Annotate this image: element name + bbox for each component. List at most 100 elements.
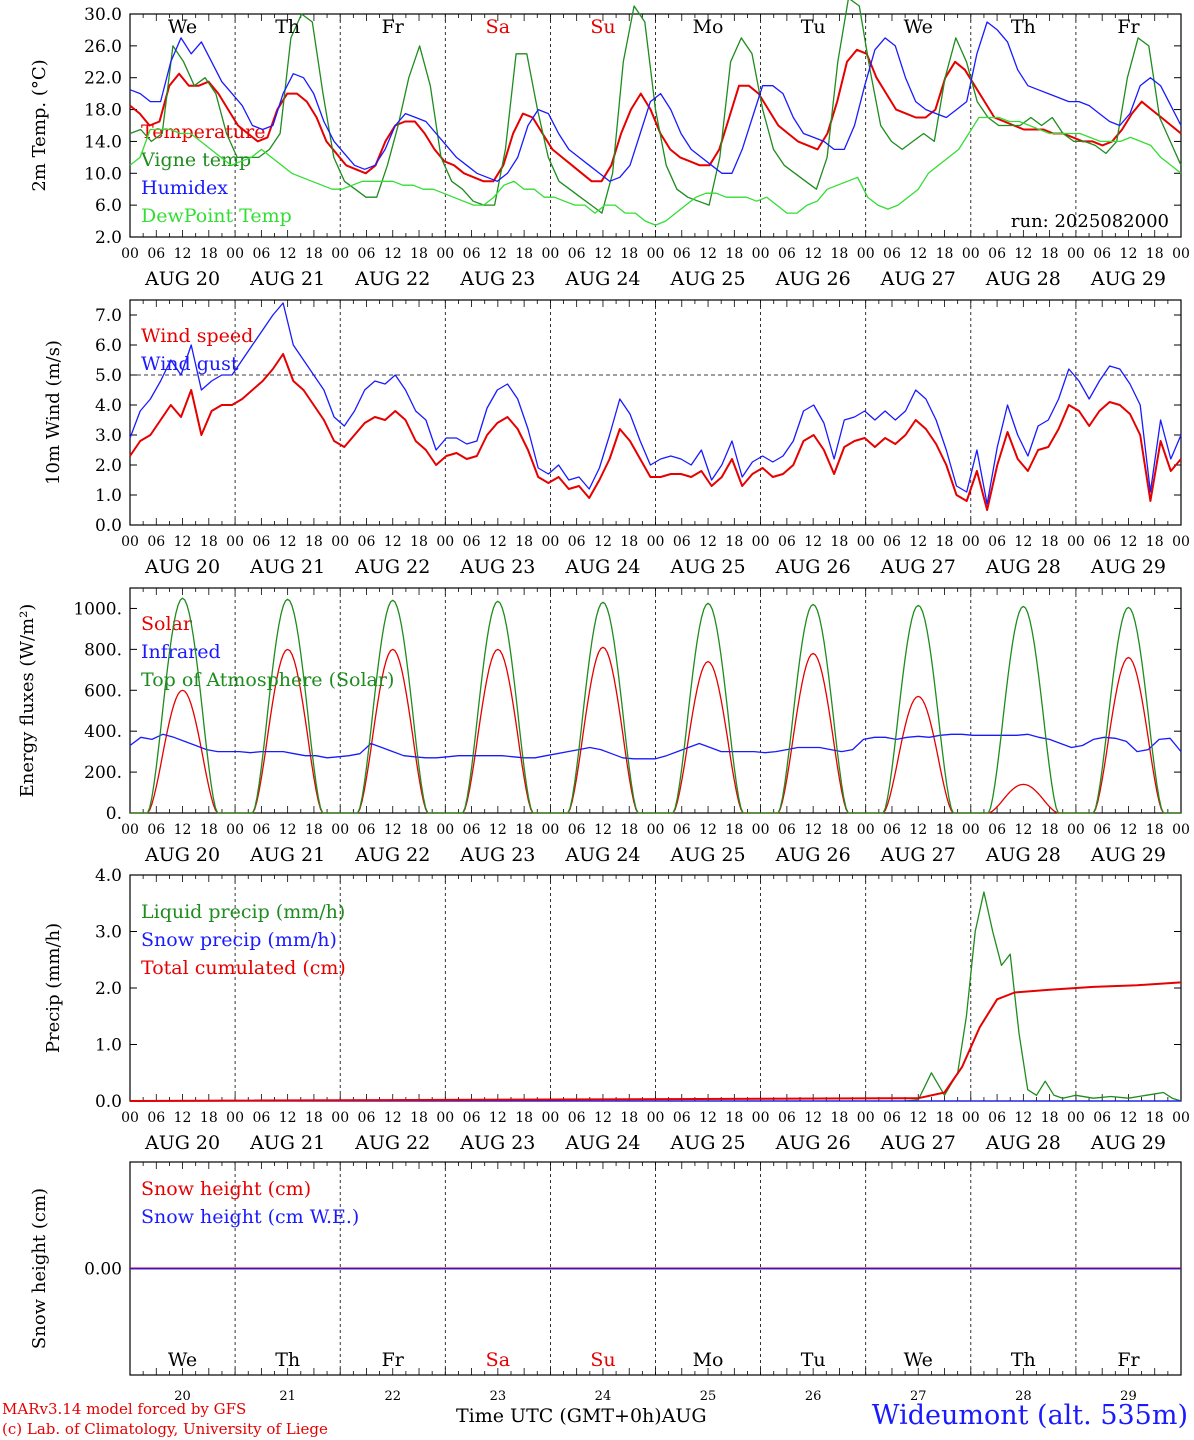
precip-hour-label: 00 xyxy=(121,1110,139,1126)
temp-hour-label: 00 xyxy=(1172,246,1190,262)
wind-hour-label: 00 xyxy=(1067,534,1085,550)
precip-date-label: AUG 22 xyxy=(354,1132,430,1154)
temp-date-label: AUG 28 xyxy=(985,268,1061,290)
run-label: run: 2025082000 xyxy=(1011,211,1169,232)
station-name: Wideumont (alt. 535m) xyxy=(871,1400,1188,1431)
precip-hour-label: 00 xyxy=(331,1110,349,1126)
wind-hour-label: 00 xyxy=(1172,534,1190,550)
precip-hour-label: 00 xyxy=(857,1110,875,1126)
temp-hour-label: 06 xyxy=(778,246,796,262)
temp-y-axis-label: 2m Temp. (°C) xyxy=(29,59,50,191)
precip-date-label: AUG 27 xyxy=(880,1132,956,1154)
energy-hour-label: 00 xyxy=(226,822,244,838)
energy-hour-label: 06 xyxy=(883,822,901,838)
energy-date-label: AUG 21 xyxy=(249,844,325,866)
snow-day-number: 20 xyxy=(174,1389,191,1404)
precip-legend-entry: Total cumulated (cm) xyxy=(141,957,346,979)
energy-date-label: AUG 27 xyxy=(880,844,956,866)
wind-series-wind-gust xyxy=(129,302,1182,505)
wind-hour-label: 12 xyxy=(174,534,192,550)
temp-hour-label: 00 xyxy=(752,246,770,262)
temp-day-abbrev: Fr xyxy=(382,16,405,38)
energy-hour-label: 18 xyxy=(515,822,533,838)
energy-date-label: AUG 26 xyxy=(775,844,851,866)
wind-date-label: AUG 22 xyxy=(354,556,430,578)
temp-date-label: AUG 22 xyxy=(354,268,430,290)
temp-series-dewpoint-temp xyxy=(129,116,1182,226)
precip-hour-label: 12 xyxy=(804,1110,822,1126)
temp-y-tick-label: 26.0 xyxy=(84,37,122,57)
energy-hour-label: 00 xyxy=(1067,822,1085,838)
temp-hour-label: 18 xyxy=(515,246,533,262)
precip-hour-label: 18 xyxy=(831,1110,849,1126)
energy-y-tick-label: 400. xyxy=(84,722,122,742)
precip-hour-label: 06 xyxy=(988,1110,1006,1126)
energy-hour-label: 12 xyxy=(1014,822,1032,838)
wind-y-tick-label: 5.0 xyxy=(95,366,122,386)
temp-date-label: AUG 20 xyxy=(144,268,220,290)
precip-hour-label: 18 xyxy=(515,1110,533,1126)
temp-hour-label: 18 xyxy=(831,246,849,262)
energy-hour-label: 00 xyxy=(647,822,665,838)
precip-hour-label: 00 xyxy=(541,1110,559,1126)
energy-hour-label: 06 xyxy=(147,822,165,838)
credit-lab: (c) Lab. of Climatology, University of L… xyxy=(2,1420,328,1438)
wind-hour-label: 12 xyxy=(594,534,612,550)
snow-day-number: 21 xyxy=(279,1389,296,1404)
precip-hour-label: 18 xyxy=(305,1110,323,1126)
temp-hour-label: 00 xyxy=(121,246,139,262)
temp-hour-label: 06 xyxy=(463,246,481,262)
temp-series-humidex xyxy=(129,21,1182,182)
energy-hour-label: 00 xyxy=(857,822,875,838)
precip-hour-label: 18 xyxy=(1146,1110,1164,1126)
energy-hour-label: 00 xyxy=(752,822,770,838)
precip-y-tick-label: 4.0 xyxy=(95,866,122,886)
energy-hour-label: 00 xyxy=(331,822,349,838)
precip-series-total-cumulated-cm- xyxy=(129,981,1182,1102)
wind-hour-label: 18 xyxy=(831,534,849,550)
temp-day-abbrev: Fr xyxy=(1117,16,1140,38)
temp-hour-label: 12 xyxy=(909,246,927,262)
precip-hour-label: 18 xyxy=(936,1110,954,1126)
precip-hour-label: 18 xyxy=(200,1110,218,1126)
wind-hour-label: 00 xyxy=(436,534,454,550)
temp-day-abbrev: Th xyxy=(1011,16,1036,38)
energy-hour-label: 06 xyxy=(673,822,691,838)
energy-hour-label: 18 xyxy=(1041,822,1059,838)
snow-day-abbrev: Mo xyxy=(693,1349,724,1371)
precip-series-liquid-precip-mm-h- xyxy=(905,891,1182,1102)
energy-hour-label: 12 xyxy=(279,822,297,838)
temp-y-tick-label: 14.0 xyxy=(84,132,122,152)
temp-hour-label: 00 xyxy=(331,246,349,262)
temp-legend-entry: Humidex xyxy=(141,177,228,199)
energy-series-infrared xyxy=(129,733,1182,760)
wind-hour-label: 00 xyxy=(121,534,139,550)
snow-day-number: 22 xyxy=(384,1389,401,1404)
temp-hour-label: 12 xyxy=(594,246,612,262)
temp-y-tick-label: 22.0 xyxy=(84,69,122,89)
wind-frame xyxy=(129,299,1182,526)
temp-hour-label: 12 xyxy=(174,246,192,262)
wind-legend-entry: Wind speed xyxy=(141,325,253,347)
precip-date-label: AUG 24 xyxy=(564,1132,640,1154)
temp-hour-label: 06 xyxy=(358,246,376,262)
wind-hour-label: 12 xyxy=(1014,534,1032,550)
precip-hour-label: 06 xyxy=(1093,1110,1111,1126)
energy-hour-label: 18 xyxy=(410,822,428,838)
snow-day-number: 23 xyxy=(490,1389,507,1404)
energy-y-axis-label: Energy fluxes (W/m²) xyxy=(17,604,38,798)
energy-hour-label: 06 xyxy=(463,822,481,838)
precip-hour-label: 06 xyxy=(883,1110,901,1126)
temp-hour-label: 18 xyxy=(1041,246,1059,262)
wind-y-tick-label: 4.0 xyxy=(95,396,122,416)
temp-hour-label: 12 xyxy=(489,246,507,262)
precip-y-tick-label: 2.0 xyxy=(95,979,122,999)
precip-hour-label: 06 xyxy=(568,1110,586,1126)
energy-hour-label: 06 xyxy=(358,822,376,838)
precip-hour-label: 12 xyxy=(489,1110,507,1126)
snow-day-number: 29 xyxy=(1120,1389,1137,1404)
precip-hour-label: 00 xyxy=(1172,1110,1190,1126)
precip-legend-entry: Snow precip (mm/h) xyxy=(141,929,337,951)
snow-day-abbrev: Sa xyxy=(486,1349,510,1371)
energy-legend-entry: Infrared xyxy=(141,641,221,663)
